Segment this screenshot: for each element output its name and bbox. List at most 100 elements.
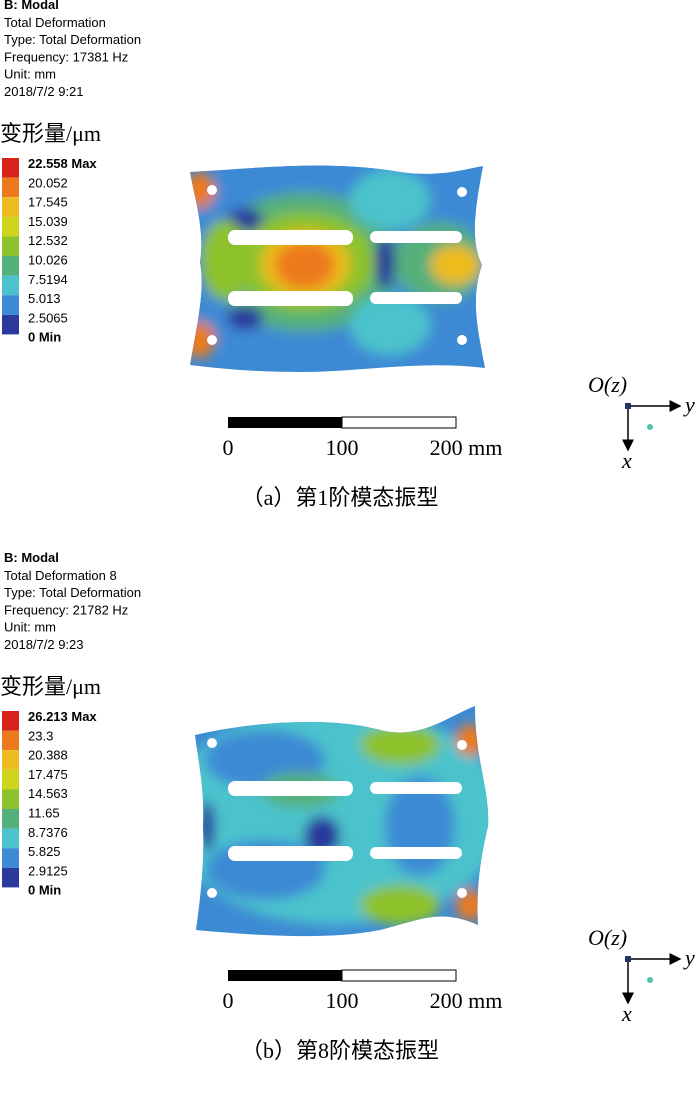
legend-swatch [2,256,19,276]
legend-label: 0 Min [28,330,61,345]
legend-swatch [2,809,19,829]
legend-label: 23.3 [28,728,53,743]
hole [457,740,467,750]
scale-label: 0 [223,988,234,1013]
contour [199,801,215,851]
plate [190,165,485,372]
scale-bar-white [341,969,457,982]
header-line: Type: Total Deformation [4,32,141,47]
hole [457,888,467,898]
header-line: Total Deformation [4,15,106,30]
hole [207,335,217,345]
legend-swatch [2,789,19,809]
axis-node [625,403,631,409]
legend-swatch [2,711,19,731]
header-title: B: Modal [4,0,59,12]
header-line: 2018/7/2 9:21 [4,84,84,99]
axis-y-label: y [683,392,695,417]
contour [456,724,484,756]
legend-swatch [2,197,19,217]
contour [430,245,480,285]
scale-label: 200 mm [430,988,503,1013]
legend-label: 20.052 [28,175,68,190]
legend-swatch [2,828,19,849]
contour [375,234,395,290]
hole [457,335,467,345]
legend-swatch [2,177,19,198]
axis-dot [647,977,653,983]
legend-swatch [2,314,19,335]
slot [228,846,353,861]
axis-y-label: y [683,945,695,970]
header-line: Total Deformation 8 [4,568,117,583]
legend-label: 5.013 [28,291,61,306]
slot [228,230,353,245]
contour [227,306,263,330]
legend-label: 0 Min [28,883,61,898]
header-line: 2018/7/2 9:23 [4,637,84,652]
panel: B: Modal Total Deformation Type: Total Def… [0,0,695,510]
header-line: Type: Total Deformation [4,585,141,600]
legend-swatch [2,236,19,256]
legend-title: 变形量/μm [0,121,101,146]
scale-bar-black [228,417,342,428]
contour [275,241,335,289]
slot [228,781,353,796]
slot [370,292,462,304]
legend-label: 14.563 [28,786,68,801]
legend-label: 12.532 [28,233,68,248]
legend-swatch [2,867,19,888]
header-line: Frequency: 21782 Hz [4,602,128,617]
legend-swatch [2,158,19,178]
legend-label: 17.545 [28,195,68,210]
legend-title: 变形量/μm [0,674,101,699]
legend-swatch [2,216,19,237]
legend-label: 10.026 [28,253,68,268]
scale-label: 200 mm [430,435,503,460]
scale-bar-black [228,970,342,981]
header-title: B: Modal [4,550,59,565]
axis-node [625,956,631,962]
axis-x-label: x [621,448,632,473]
plate [195,706,489,937]
slot [370,782,462,794]
hole [207,185,217,195]
legend-label: 26.213 Max [28,709,97,724]
axis-origin: O(z) [588,372,627,397]
panel: B: Modal Total Deformation 8 Type: Total D… [0,550,695,1063]
legend-label: 11.65 [28,806,60,821]
legend-label: 22.558 Max [28,156,97,171]
hole [207,738,217,748]
contour [350,170,430,230]
contour [360,725,440,765]
scale-label: 100 [326,435,359,460]
legend-label: 2.9125 [28,863,68,878]
caption: （b）第8阶模态振型 [241,1038,439,1063]
legend-swatch [2,769,19,790]
scale-bar-white [341,416,457,429]
caption: （a）第1阶模态振型 [242,485,439,510]
plate-contours [190,165,485,370]
legend-swatch [2,295,19,315]
scale-label: 0 [223,435,234,460]
slot [370,231,462,243]
contour [350,295,430,355]
slot [228,291,353,306]
legend-swatch [2,275,19,296]
axis-origin: O(z) [588,925,627,950]
legend-label: 17.475 [28,767,68,782]
legend-label: 15.039 [28,214,68,229]
slot [370,847,462,859]
hole [457,187,467,197]
axis-x-label: x [621,1001,632,1026]
axis-dot [647,424,653,430]
contour [360,885,440,925]
header-line: Unit: mm [4,67,56,82]
legend-label: 5.825 [28,844,61,859]
legend-swatch [2,848,19,868]
scale-label: 100 [326,988,359,1013]
header-line: Unit: mm [4,620,56,635]
legend-label: 8.7376 [28,825,68,840]
legend-swatch [2,750,19,770]
